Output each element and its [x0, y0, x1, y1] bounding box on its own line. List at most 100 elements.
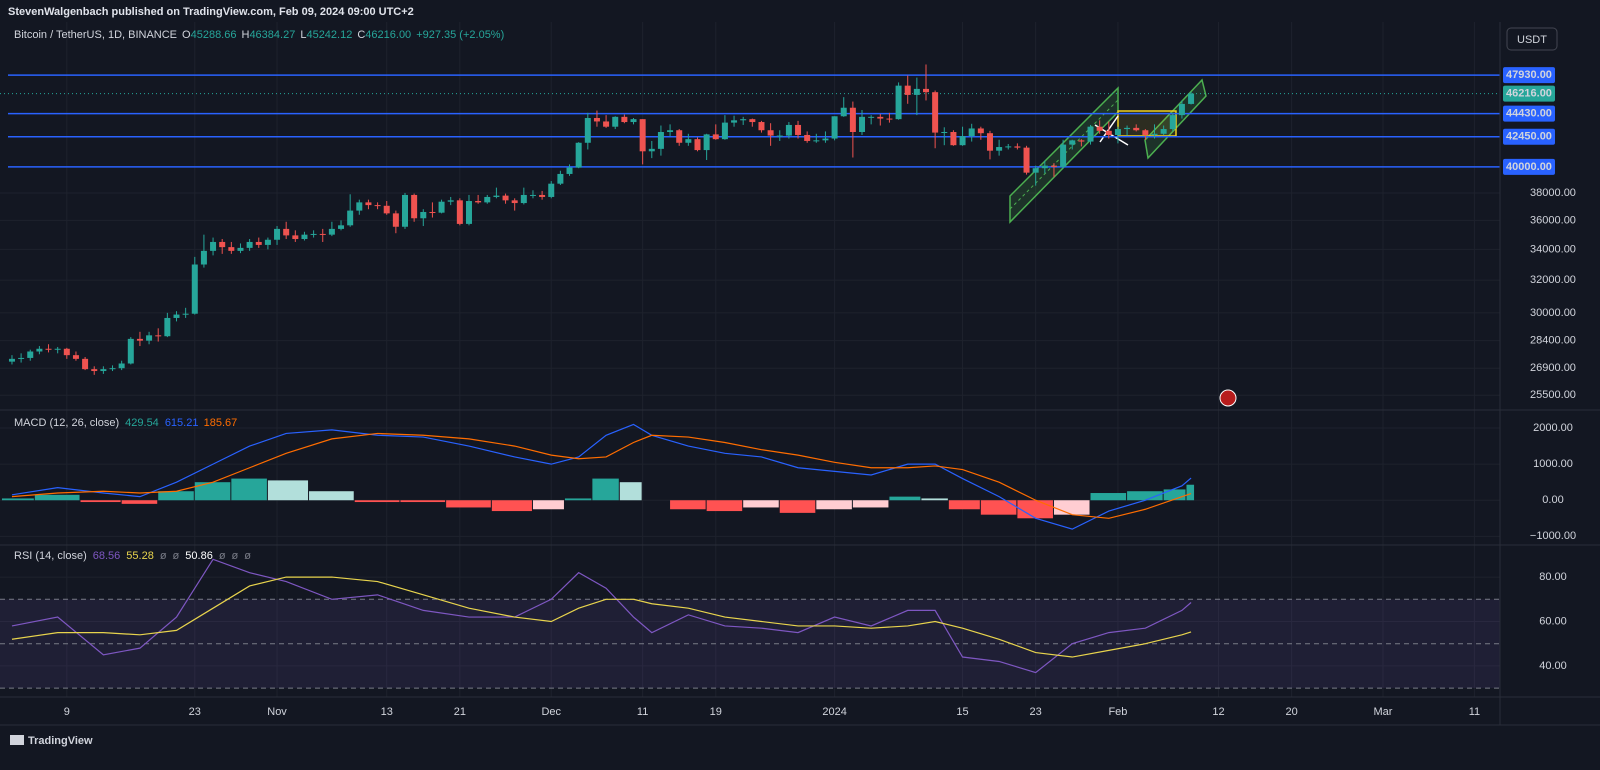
histogram-bar: [816, 500, 852, 510]
histogram-bar: [1090, 493, 1127, 501]
macd-line: [11, 423, 1192, 530]
candle-body: [785, 124, 792, 136]
candle-body: [676, 130, 683, 143]
candle-body: [164, 317, 171, 337]
histogram-bar: [670, 500, 706, 510]
candle-body: [520, 194, 527, 204]
candle-body: [475, 201, 482, 203]
x-tick-label: 12: [1212, 706, 1224, 718]
candle-body: [1060, 144, 1067, 167]
candle-body: [1124, 127, 1131, 130]
candle-body: [338, 225, 345, 229]
candle-body: [310, 233, 317, 235]
candle-body: [54, 348, 61, 350]
button-label[interactable]: USDT: [1517, 34, 1547, 46]
histogram-bar: [354, 500, 400, 503]
y-tick-label: 80.00: [1539, 571, 1567, 583]
x-tick-label: Dec: [541, 706, 561, 718]
currency-button[interactable]: USDT: [1506, 27, 1558, 51]
histogram-bar: [779, 500, 816, 513]
histogram-bar: [1, 498, 34, 501]
histogram-bar: [400, 500, 446, 503]
y-tick-label: −1000.00: [1530, 530, 1576, 542]
candle-body: [219, 241, 226, 248]
candle-body: [456, 200, 463, 224]
ohlc-key: C: [357, 29, 365, 41]
candle-body: [539, 194, 546, 197]
x-tick-label: Feb: [1108, 706, 1127, 718]
candle-body: [237, 247, 244, 251]
candle-body: [1142, 130, 1149, 135]
candle-body: [849, 107, 856, 133]
candle-body: [593, 117, 600, 122]
candle-body: [493, 195, 500, 197]
legend-value: 429.54: [125, 417, 159, 429]
candle-body: [1078, 140, 1085, 142]
candle-body: [8, 358, 15, 362]
candle-body: [968, 128, 975, 137]
histogram-bar: [852, 500, 889, 508]
histogram-bar: [1017, 500, 1053, 519]
candle-body: [347, 210, 354, 226]
candle-body: [383, 205, 390, 214]
candle-body: [411, 194, 418, 219]
candle-body: [813, 140, 820, 142]
candle-body: [484, 196, 491, 203]
candle-body: [264, 239, 271, 245]
logo-text[interactable]: TradingView: [28, 735, 93, 747]
candle-body: [502, 195, 509, 201]
ohlc-key: H: [241, 29, 249, 41]
channel-midline: [1009, 99, 1119, 210]
level-label-box: [1503, 67, 1555, 84]
legend-value: ø: [232, 550, 239, 562]
y-tick-label: 28400.00: [1530, 335, 1576, 347]
candle-body: [228, 247, 235, 251]
histogram-bar: [34, 494, 80, 501]
candle-body: [27, 351, 34, 358]
symbol-title: Bitcoin / TetherUS, 1D, BINANCE: [14, 29, 177, 41]
histogram-bar: [619, 482, 642, 501]
histogram-bar: [980, 500, 1017, 515]
x-tick-label: 2024: [822, 706, 846, 718]
candle-body: [319, 233, 326, 235]
candle-body: [621, 116, 628, 123]
macd-line: [11, 432, 1192, 519]
histogram-bar: [121, 500, 158, 504]
candle-body: [356, 202, 363, 211]
candle-body: [877, 116, 884, 119]
candle-body: [447, 200, 454, 202]
legend-value: 50.86: [185, 550, 213, 562]
candle-body: [1151, 133, 1158, 135]
candle-body: [657, 132, 664, 149]
candle-body: [210, 241, 217, 251]
x-tick-label: 19: [710, 706, 722, 718]
x-tick-label: 15: [956, 706, 968, 718]
event-icon[interactable]: [1219, 389, 1237, 407]
candle-body: [246, 241, 253, 248]
histogram-bar: [564, 498, 592, 501]
candle-body: [91, 369, 98, 372]
histogram-bar: [267, 480, 309, 501]
candle-body: [511, 200, 518, 204]
legend-value: ø: [219, 550, 226, 562]
histogram-bar: [921, 498, 948, 501]
candle-body: [392, 213, 399, 227]
legend: Bitcoin / TetherUS, 1D, BINANCE O45288.66…: [14, 29, 504, 41]
level-label-box: [1503, 158, 1555, 175]
rsi-line: [11, 576, 1192, 658]
y-tick-label: 40.00: [1539, 660, 1567, 672]
histogram-bar: [706, 500, 743, 512]
candle-body: [868, 116, 875, 118]
legend-value: ø: [160, 550, 167, 562]
button-frame[interactable]: [1506, 27, 1558, 51]
ohlc-key: O: [182, 29, 191, 41]
level-label: 47930.00: [1506, 69, 1552, 81]
candle-body: [1050, 165, 1057, 167]
candle-body: [328, 228, 335, 235]
candle-body: [1160, 129, 1167, 134]
candle-body: [1069, 140, 1076, 145]
footer-logo[interactable]: TradingView: [10, 735, 93, 747]
candle-body: [155, 335, 162, 337]
